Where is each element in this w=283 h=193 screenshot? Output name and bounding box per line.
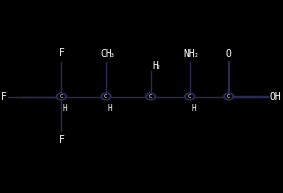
Text: ₂: ₂	[194, 50, 198, 59]
Text: F: F	[1, 91, 7, 102]
Text: C: C	[227, 94, 231, 99]
Text: O: O	[226, 49, 232, 59]
Text: H: H	[153, 61, 159, 71]
Circle shape	[148, 95, 153, 98]
Circle shape	[224, 93, 234, 100]
Circle shape	[101, 93, 111, 100]
Circle shape	[103, 95, 109, 98]
Circle shape	[59, 95, 64, 98]
Text: NH: NH	[184, 49, 196, 59]
Text: F: F	[58, 135, 64, 145]
Circle shape	[56, 93, 67, 100]
Circle shape	[145, 93, 156, 100]
Circle shape	[185, 93, 195, 100]
Text: C: C	[149, 94, 153, 99]
Text: C: C	[104, 94, 108, 99]
Text: C: C	[59, 94, 63, 99]
Text: H: H	[191, 104, 196, 113]
Text: C: C	[188, 94, 192, 99]
Text: ₂: ₂	[156, 62, 160, 71]
Text: F: F	[58, 48, 64, 58]
Text: CH: CH	[100, 49, 112, 59]
Circle shape	[226, 95, 231, 98]
Text: H: H	[107, 104, 112, 113]
Circle shape	[187, 95, 192, 98]
Text: OH: OH	[269, 91, 281, 102]
Text: ₃: ₃	[110, 50, 115, 59]
Text: H: H	[63, 104, 67, 113]
